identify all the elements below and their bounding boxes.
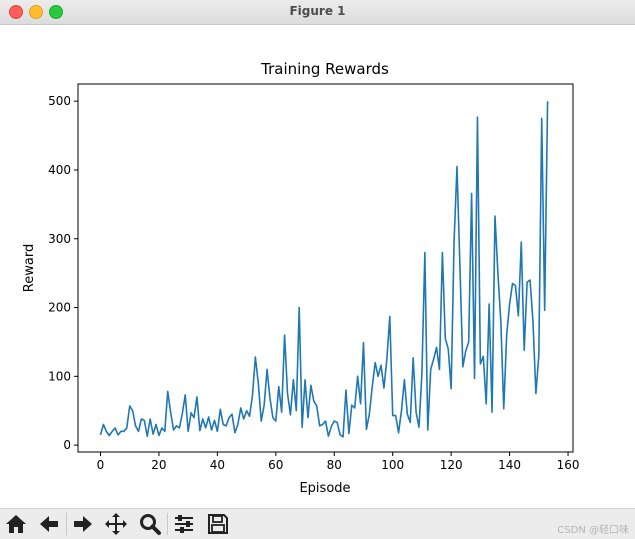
window-title: Figure 1 xyxy=(289,4,346,18)
x-tick-label: 20 xyxy=(151,458,166,472)
x-tick-label: 160 xyxy=(557,458,580,472)
y-tick-label: 500 xyxy=(48,94,71,108)
save-icon[interactable] xyxy=(203,511,233,537)
x-tick-label: 140 xyxy=(498,458,521,472)
y-axis-label: Reward xyxy=(22,244,37,292)
x-tick-label: 60 xyxy=(268,458,283,472)
toolbar-separator xyxy=(167,513,168,535)
window-close-button[interactable] xyxy=(9,5,23,19)
toolbar-separator xyxy=(66,513,67,535)
chart-title: Training Rewards xyxy=(260,60,389,78)
x-tick-label: 40 xyxy=(210,458,225,472)
zoom-icon[interactable] xyxy=(135,511,165,537)
plot-frame xyxy=(77,83,574,453)
window-maximize-button[interactable] xyxy=(49,5,63,19)
x-tick-label: 80 xyxy=(327,458,342,472)
back-arrow-icon[interactable] xyxy=(34,511,64,537)
y-tick-label: 300 xyxy=(48,232,71,246)
figure-canvas[interactable]: Training Rewards 0 20 40 60 80 100 120 140 160 0… xyxy=(0,25,635,508)
pan-icon[interactable] xyxy=(101,511,131,537)
y-tick-label: 0 xyxy=(63,438,71,452)
y-tick-label: 400 xyxy=(48,163,71,177)
line-chart: Training Rewards 0 20 40 60 80 100 120 140 160 0… xyxy=(22,60,580,496)
x-tick-label: 0 xyxy=(97,458,105,472)
window-titlebar: Figure 1 xyxy=(0,0,635,25)
figure-toolbar: CSDN @轻口味 xyxy=(0,508,635,539)
home-icon[interactable] xyxy=(1,511,31,537)
x-axis-ticks: 0 20 40 60 80 100 120 140 160 xyxy=(97,452,580,472)
x-axis-label: Episode xyxy=(299,481,350,496)
reward-series-line xyxy=(99,101,549,438)
x-tick-label: 120 xyxy=(440,458,463,472)
series-group xyxy=(99,101,549,438)
y-axis-ticks: 0 100 200 300 400 500 xyxy=(48,94,78,452)
x-tick-label: 100 xyxy=(381,458,404,472)
forward-arrow-icon[interactable] xyxy=(68,511,98,537)
subplots-icon[interactable] xyxy=(169,511,199,537)
window-minimize-button[interactable] xyxy=(29,5,43,19)
y-tick-label: 200 xyxy=(48,301,71,315)
y-tick-label: 100 xyxy=(48,369,71,383)
watermark-text: CSDN @轻口味 xyxy=(557,525,629,536)
